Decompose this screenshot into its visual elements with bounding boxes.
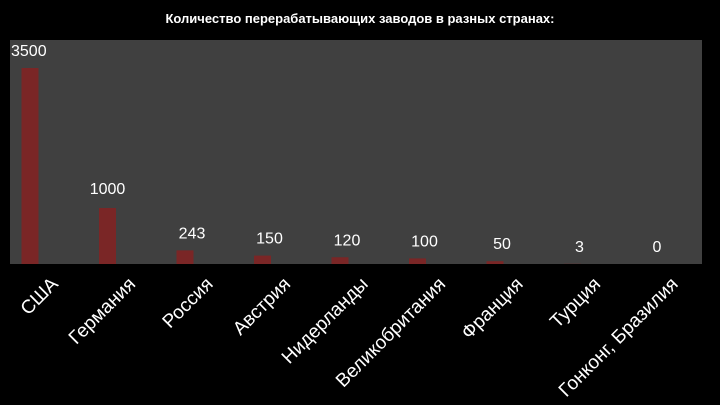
bar-france: [486, 261, 504, 264]
bar-russia: [176, 250, 194, 264]
value-label-netherlands: 120: [334, 232, 361, 249]
bar-austria: [254, 255, 271, 264]
plot-area: [10, 40, 702, 264]
category-label-austria: Австрия: [229, 274, 295, 340]
category-label-germany: Германия: [65, 274, 140, 349]
value-label-turkey: 3: [575, 239, 584, 256]
bar-germany: [99, 208, 116, 264]
bars-layer: [21, 68, 581, 264]
value-label-usa: 3500: [11, 43, 47, 60]
value-label-germany: 1000: [90, 181, 126, 198]
value-label-hongkong-brazil: 0: [653, 239, 662, 256]
category-labels-layer: США Германия Россия АвстрияНидерландыВелико…: [17, 274, 683, 402]
bar-usa: [21, 68, 39, 264]
value-label-russia: 243: [179, 225, 206, 242]
value-label-uk: 100: [411, 233, 438, 250]
category-label-russia: Россия: [159, 274, 218, 333]
value-labels-layer: 3500 1000 243 150 120 100 50 3 0: [11, 43, 662, 256]
chart-title: Количество перерабатывающих заводов в ра…: [165, 11, 555, 26]
value-label-austria: 150: [256, 231, 283, 248]
category-label-usa: США: [17, 274, 63, 320]
bar-netherlands: [331, 257, 349, 264]
bar-uk: [409, 258, 426, 264]
category-label-turkey: Турция: [546, 274, 605, 333]
category-label-france: Франция: [458, 274, 528, 344]
value-label-france: 50: [493, 236, 511, 253]
